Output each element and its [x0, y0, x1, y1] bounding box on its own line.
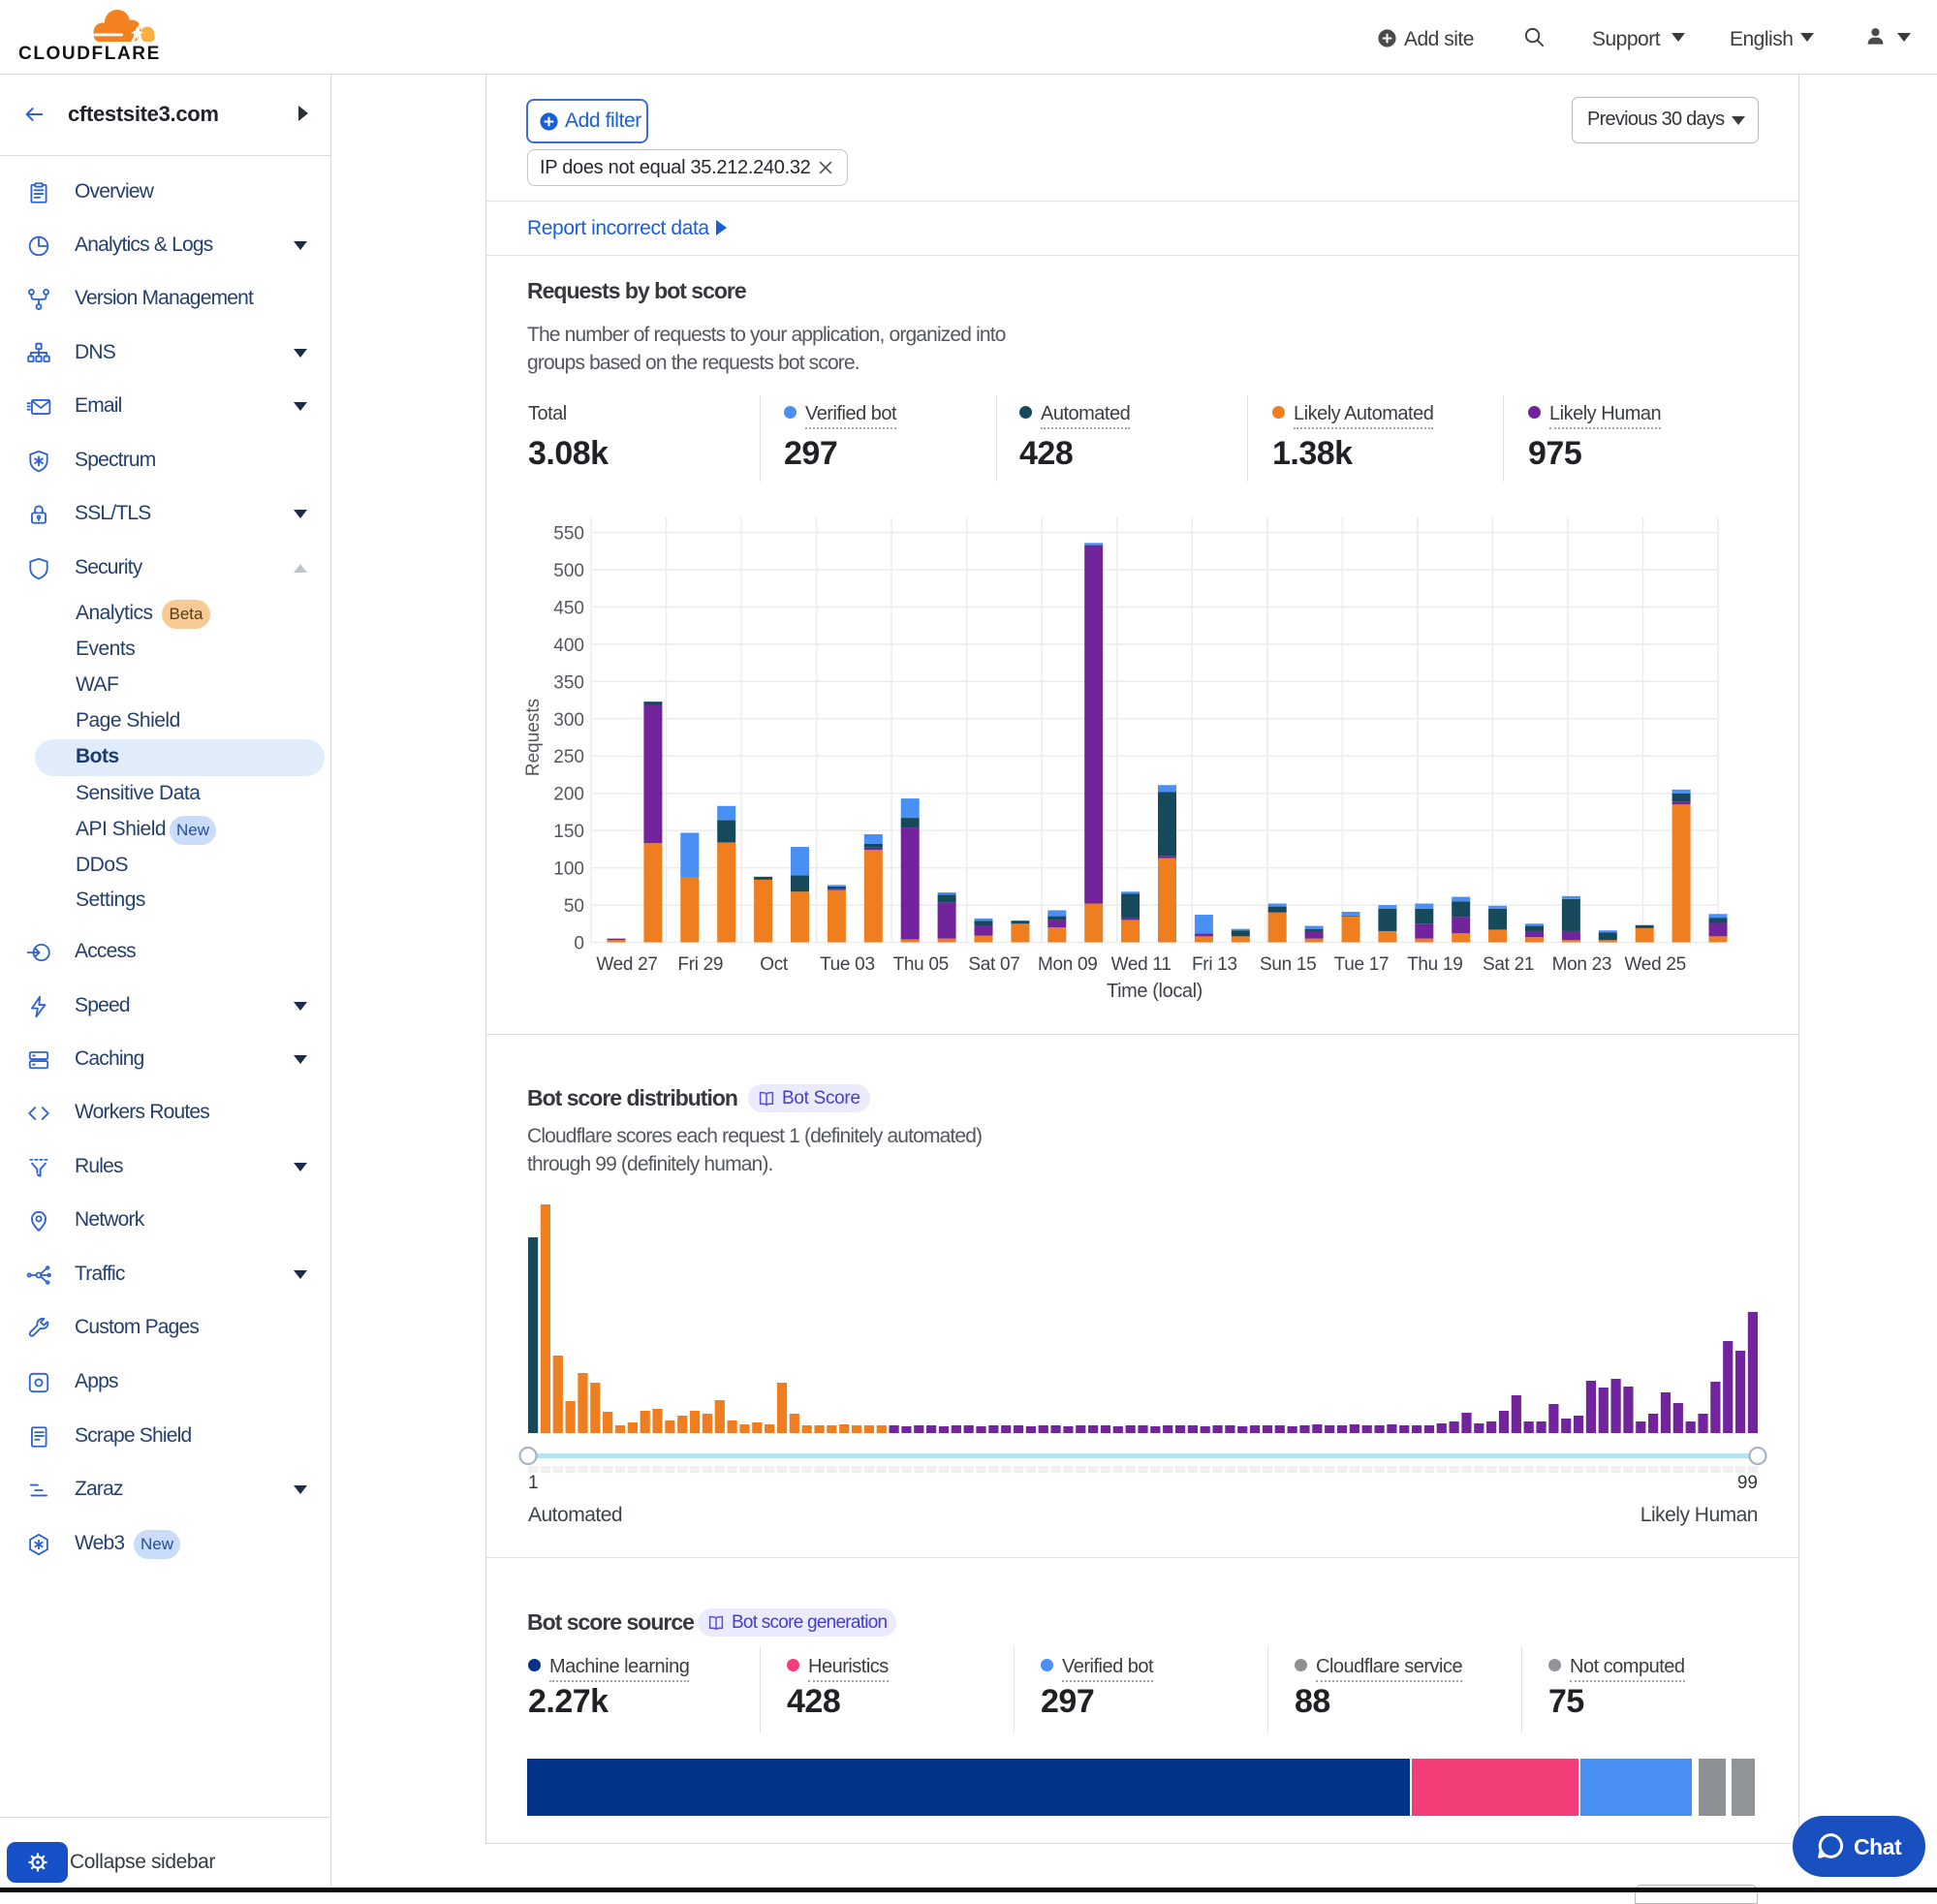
svg-text:500: 500: [553, 561, 584, 581]
svg-text:Sat 07: Sat 07: [968, 954, 1019, 975]
svg-text:Thu 05: Thu 05: [893, 954, 949, 975]
svg-text:350: 350: [553, 672, 584, 693]
svg-text:200: 200: [553, 785, 584, 805]
svg-text:Requests: Requests: [523, 699, 544, 776]
svg-text:Wed 27: Wed 27: [596, 954, 657, 975]
svg-text:Fri 13: Fri 13: [1192, 954, 1237, 975]
svg-text:Sun 15: Sun 15: [1260, 954, 1316, 975]
svg-text:Oct: Oct: [760, 954, 789, 975]
svg-text:50: 50: [564, 896, 584, 917]
svg-text:Sat 21: Sat 21: [1483, 954, 1534, 975]
svg-text:Automated: Automated: [528, 1504, 622, 1526]
svg-text:1: 1: [528, 1473, 539, 1493]
svg-text:300: 300: [553, 710, 584, 731]
svg-text:99: 99: [1737, 1473, 1758, 1493]
svg-text:250: 250: [553, 747, 584, 767]
svg-text:Mon 09: Mon 09: [1038, 954, 1098, 975]
svg-text:Wed 25: Wed 25: [1625, 954, 1686, 975]
svg-text:450: 450: [553, 598, 584, 618]
svg-text:Thu 19: Thu 19: [1407, 954, 1462, 975]
svg-text:150: 150: [553, 822, 584, 842]
svg-text:Tue 03: Tue 03: [820, 954, 875, 975]
svg-text:Tue 17: Tue 17: [1334, 954, 1390, 975]
svg-text:Wed 11: Wed 11: [1111, 954, 1172, 975]
svg-text:Likely Human: Likely Human: [1640, 1504, 1758, 1526]
svg-text:Mon 23: Mon 23: [1552, 954, 1612, 975]
svg-text:Time (local): Time (local): [1107, 981, 1203, 1002]
svg-text:0: 0: [574, 934, 584, 954]
svg-text:100: 100: [553, 859, 584, 880]
svg-text:550: 550: [553, 524, 584, 545]
svg-text:400: 400: [553, 636, 584, 656]
svg-text:Fri 29: Fri 29: [677, 954, 723, 975]
